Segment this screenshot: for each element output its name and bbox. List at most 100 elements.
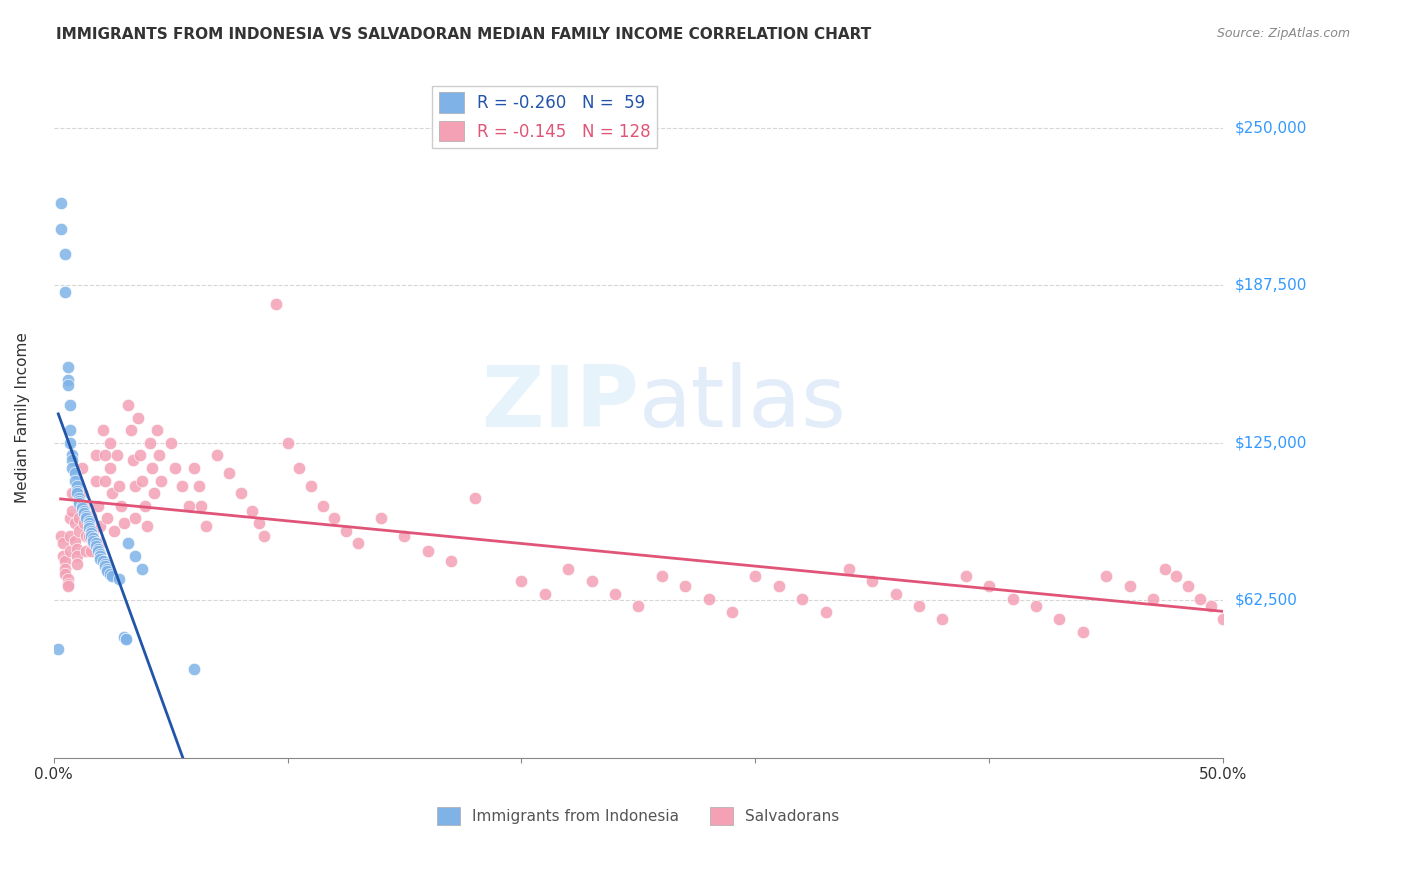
Point bbox=[98, 566, 121, 581]
Point bbox=[56, 572, 79, 586]
Point bbox=[860, 574, 883, 589]
Point bbox=[63, 466, 86, 480]
Point bbox=[56, 360, 79, 375]
Point bbox=[276, 435, 298, 450]
Point bbox=[103, 524, 125, 538]
Point bbox=[194, 519, 217, 533]
Point bbox=[931, 612, 953, 626]
Point bbox=[98, 435, 121, 450]
Point bbox=[288, 461, 311, 475]
Point bbox=[148, 448, 170, 462]
Point bbox=[70, 499, 93, 513]
Point bbox=[84, 536, 107, 550]
Point bbox=[66, 486, 89, 500]
Point bbox=[67, 511, 90, 525]
Point bbox=[98, 461, 121, 475]
Point bbox=[60, 486, 83, 500]
Point bbox=[1188, 591, 1211, 606]
Point bbox=[190, 499, 212, 513]
Point bbox=[253, 529, 276, 543]
Point bbox=[46, 642, 69, 657]
Legend: Immigrants from Indonesia, Salvadorans: Immigrants from Indonesia, Salvadorans bbox=[432, 801, 845, 831]
Point bbox=[49, 221, 72, 235]
Point bbox=[73, 504, 96, 518]
Point bbox=[145, 423, 167, 437]
Point bbox=[187, 478, 209, 492]
Text: IMMIGRANTS FROM INDONESIA VS SALVADORAN MEDIAN FAMILY INCOME CORRELATION CHART: IMMIGRANTS FROM INDONESIA VS SALVADORAN … bbox=[56, 27, 872, 42]
Point bbox=[94, 557, 117, 571]
Point bbox=[94, 448, 117, 462]
Point bbox=[721, 605, 744, 619]
Point bbox=[63, 474, 86, 488]
Point bbox=[67, 496, 90, 510]
Point bbox=[264, 297, 287, 311]
Point bbox=[75, 511, 97, 525]
Point bbox=[89, 551, 111, 566]
Point bbox=[82, 524, 104, 538]
Point bbox=[141, 461, 163, 475]
Point bbox=[346, 536, 368, 550]
Point bbox=[53, 247, 76, 261]
Point bbox=[80, 526, 103, 541]
Point bbox=[131, 562, 153, 576]
Point bbox=[84, 539, 107, 553]
Text: ZIP: ZIP bbox=[481, 362, 638, 445]
Point bbox=[52, 536, 75, 550]
Point bbox=[533, 587, 555, 601]
Point bbox=[110, 499, 132, 513]
Point bbox=[229, 486, 252, 500]
Point bbox=[94, 474, 117, 488]
Point bbox=[89, 519, 111, 533]
Point bbox=[510, 574, 533, 589]
Point bbox=[80, 544, 103, 558]
Point bbox=[1166, 569, 1188, 583]
Point bbox=[172, 478, 194, 492]
Point bbox=[59, 398, 82, 412]
Text: $62,500: $62,500 bbox=[1234, 592, 1298, 607]
Point bbox=[183, 461, 205, 475]
Point bbox=[908, 599, 931, 614]
Point bbox=[1177, 579, 1199, 593]
Point bbox=[67, 524, 90, 538]
Point bbox=[1118, 579, 1140, 593]
Point bbox=[838, 562, 860, 576]
Point bbox=[52, 549, 75, 563]
Point bbox=[108, 572, 131, 586]
Point bbox=[66, 478, 89, 492]
Point bbox=[73, 516, 96, 531]
Point bbox=[744, 569, 766, 583]
Point bbox=[70, 501, 93, 516]
Point bbox=[884, 587, 907, 601]
Point bbox=[1153, 562, 1175, 576]
Point bbox=[136, 519, 159, 533]
Point bbox=[242, 504, 264, 518]
Point bbox=[101, 569, 124, 583]
Point bbox=[75, 529, 97, 543]
Point bbox=[80, 508, 103, 523]
Point bbox=[1142, 591, 1164, 606]
Point bbox=[60, 461, 83, 475]
Point bbox=[112, 516, 135, 531]
Point bbox=[96, 511, 118, 525]
Point bbox=[105, 448, 128, 462]
Point bbox=[89, 547, 111, 561]
Point bbox=[218, 466, 240, 480]
Point bbox=[84, 474, 107, 488]
Point bbox=[49, 196, 72, 211]
Point bbox=[1071, 624, 1094, 639]
Point bbox=[96, 564, 118, 578]
Point bbox=[70, 461, 93, 475]
Point bbox=[183, 663, 205, 677]
Point bbox=[697, 591, 720, 606]
Text: Source: ZipAtlas.com: Source: ZipAtlas.com bbox=[1216, 27, 1350, 40]
Point bbox=[124, 549, 146, 563]
Point bbox=[94, 559, 117, 574]
Point bbox=[627, 599, 650, 614]
Point bbox=[299, 478, 322, 492]
Point bbox=[53, 285, 76, 299]
Point bbox=[159, 435, 181, 450]
Point bbox=[117, 536, 139, 550]
Point bbox=[82, 536, 104, 550]
Point bbox=[207, 448, 229, 462]
Point bbox=[117, 398, 139, 412]
